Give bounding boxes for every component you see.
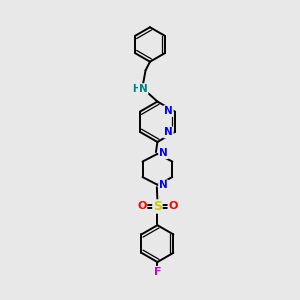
Text: H: H (132, 84, 140, 94)
Text: O: O (168, 202, 178, 212)
Text: N: N (159, 148, 168, 158)
Text: O: O (137, 202, 147, 212)
Text: N: N (139, 84, 148, 94)
Text: N: N (164, 128, 173, 137)
Text: N: N (159, 180, 168, 190)
Text: N: N (164, 106, 173, 116)
Text: F: F (154, 267, 161, 277)
Text: S: S (153, 200, 162, 213)
